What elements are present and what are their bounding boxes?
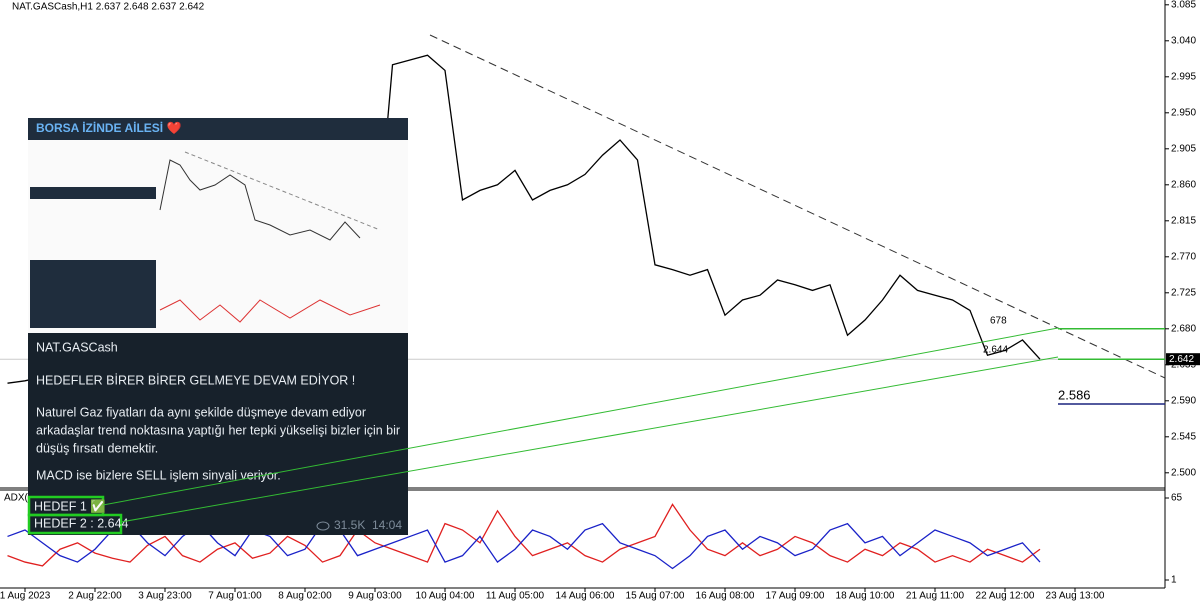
thumbnail-line: [159, 299, 381, 323]
x-tick-label: 7 Aug 01:00: [208, 591, 262, 601]
x-tick-label: 16 Aug 08:00: [696, 591, 755, 601]
headline: HEDEFLER BİRER BİRER GELMEYE DEVAM EDİYO…: [36, 373, 355, 387]
y-tick-label: 2.680: [1171, 323, 1196, 334]
macd-note: MACD ise bizlere SELL işlem sinyali veri…: [36, 468, 281, 482]
message-overlay: BORSA İZİNDE AİLESİ ❤️ NAT.GASCash HEDEF…: [27, 118, 408, 535]
annotation: 678: [990, 316, 1007, 327]
y-tick-label: 2.815: [1171, 215, 1196, 226]
target: HEDEF 2 : 2.644: [34, 516, 129, 530]
price-label: 2.642: [1169, 354, 1194, 365]
y-tick-label: 2.770: [1171, 251, 1196, 262]
y2-tick-label: 1: [1171, 575, 1177, 586]
views-icon: [316, 521, 330, 531]
channel-name: BORSA İZİNDE AİLESİ ❤️: [36, 120, 181, 135]
symbol: NAT.GASCash: [36, 340, 118, 354]
x-tick-label: 22 Aug 12:00: [976, 591, 1035, 601]
indicator-line: [7, 522, 1041, 570]
target: HEDEF 1 ✅: [34, 498, 106, 513]
y-tick-label: 2.500: [1171, 467, 1196, 478]
message-header: [28, 118, 408, 140]
views: 31.5K: [334, 518, 365, 532]
x-tick-label: 1 Aug 2023: [0, 591, 51, 601]
x-tick-label: 3 Aug 23:00: [138, 591, 192, 601]
paragraph-line: Naturel Gaz fiyatları da aynı şekilde dü…: [36, 405, 366, 419]
trend-line: [429, 34, 1166, 379]
thumbnail-line: [159, 159, 361, 241]
x-tick-label: 21 Aug 11:00: [906, 591, 965, 601]
x-tick-label: 10 Aug 04:00: [416, 591, 475, 601]
thumbnail-part: [30, 187, 156, 199]
x-tick-label: 15 Aug 07:00: [626, 591, 685, 601]
x-tick-label: 11 Aug 05:00: [486, 591, 545, 601]
level-label: 2.586: [1058, 387, 1091, 402]
indicator-label: ADX(1: [4, 493, 34, 504]
thumbnail-line: [184, 151, 381, 231]
y2-tick-label: 65: [1171, 493, 1183, 504]
x-tick-label: 18 Aug 10:00: [836, 591, 895, 601]
y-tick-label: 2.590: [1171, 395, 1196, 406]
x-tick-label: 23 Aug 13:00: [1046, 591, 1105, 601]
target-connector: [102, 327, 1059, 506]
paragraph-line: arkadaşlar trend noktasına yaptığı her t…: [36, 423, 400, 437]
x-tick-label: 8 Aug 02:00: [278, 591, 332, 601]
y-tick-label: 2.905: [1171, 143, 1196, 154]
x-tick-label: 14 Aug 06:00: [556, 591, 615, 601]
y-tick-label: 2.950: [1171, 107, 1196, 118]
y-tick-label: 3.040: [1171, 35, 1196, 46]
price-label-bg: [1166, 353, 1200, 366]
y-tick-label: 2.545: [1171, 431, 1196, 442]
chart-title: NAT.GASCash,H1 2.637 2.648 2.637 2.642: [12, 2, 205, 13]
indicator-line: [7, 503, 1041, 567]
annotation: 2.644: [983, 345, 1008, 356]
x-tick-label: 2 Aug 22:00: [68, 591, 122, 601]
paragraph-line: düşüş fırsatı demektir.: [36, 441, 158, 455]
time: 14:04: [372, 518, 402, 532]
y-tick-label: 3.085: [1171, 0, 1196, 10]
y-tick-label: 2.860: [1171, 179, 1196, 190]
target-box: [27, 513, 123, 535]
y-tick-label: 2.725: [1171, 287, 1196, 298]
x-tick-label: 17 Aug 09:00: [766, 591, 825, 601]
target-connector: [120, 356, 1059, 523]
thumbnail-part: [30, 260, 156, 328]
y-tick-label: 2.995: [1171, 71, 1196, 82]
x-tick-label: 9 Aug 03:00: [348, 591, 402, 601]
